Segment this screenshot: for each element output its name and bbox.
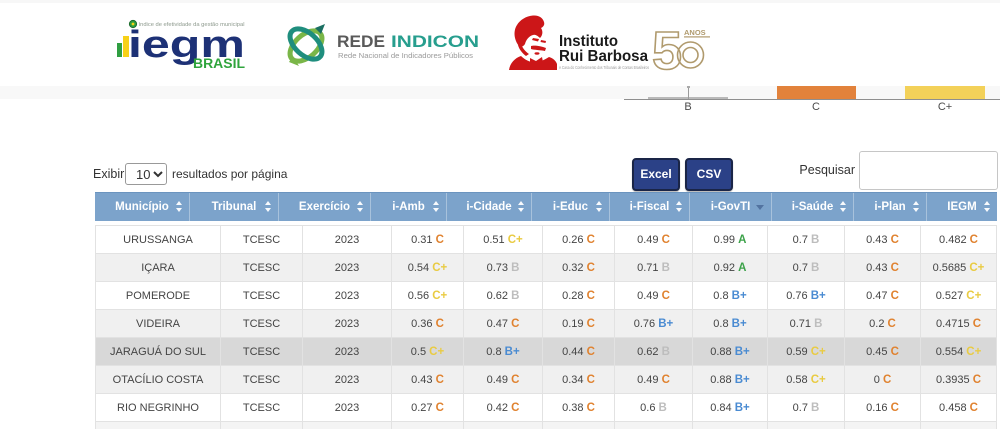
svg-text:Rede Nacional de Indicadores P: Rede Nacional de Indicadores Públicos [338, 53, 474, 60]
svg-text:Instituto: Instituto [559, 33, 618, 50]
svg-text:ANOS: ANOS [684, 28, 706, 37]
svg-text:REDE: REDE [337, 32, 385, 51]
svg-text:índice de efetividade da gestã: índice de efetividade da gestão municipa… [139, 22, 245, 28]
svg-text:INDICON: INDICON [391, 32, 479, 51]
svg-text:BRASIL: BRASIL [193, 56, 245, 71]
svg-text:5: 5 [652, 21, 682, 76]
svg-text:Rui Barbosa: Rui Barbosa [559, 48, 648, 65]
svg-text:A Casa do Conhecimento dos Tri: A Casa do Conhecimento dos Tribunais de … [559, 65, 649, 70]
svg-text:iegm: iegm [128, 24, 245, 66]
